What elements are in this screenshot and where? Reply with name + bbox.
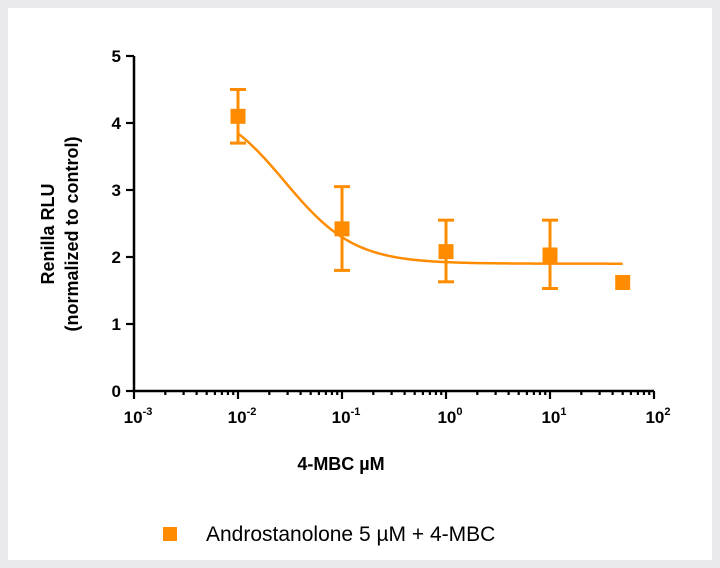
data-point-square (334, 221, 350, 237)
data-point-square (615, 274, 631, 290)
ticks: 0 1 2 3 4 5 10-3 10-2 10-1 100 101 102 (112, 47, 671, 427)
legend-label: Androstanolone 5 µM + 4-MBC (206, 523, 495, 546)
y-tick-label: 5 (112, 47, 121, 66)
x-tick-label: 102 (645, 406, 670, 427)
chart-panel: 0 1 2 3 4 5 10-3 10-2 10-1 100 101 102 4-MBC µM Ren… (8, 8, 712, 560)
y-tick-label: 3 (112, 181, 121, 200)
y-tick-label: 4 (112, 114, 122, 133)
fit-curve (237, 132, 623, 265)
data-point-square (230, 108, 246, 124)
legend-marker-square (163, 527, 177, 541)
axes (132, 56, 654, 393)
fit-curve-layer (237, 132, 623, 265)
x-tick-label: 10-1 (332, 406, 361, 427)
x-tick-label: 10-3 (124, 406, 153, 427)
x-tick-label: 100 (437, 406, 462, 427)
x-tick-label: 10-2 (228, 406, 257, 427)
y-tick-label: 0 (112, 382, 121, 401)
data-point-square (542, 247, 558, 263)
x-tick-label: 101 (541, 406, 566, 427)
y-tick-label: 2 (112, 248, 121, 267)
y-axis-title: Renilla RLU (normalized to control) (38, 137, 82, 332)
data-point-square (438, 244, 454, 260)
legend: Androstanolone 5 µM + 4-MBC (163, 523, 495, 546)
data-points (230, 88, 631, 290)
dose-response-chart: 0 1 2 3 4 5 10-3 10-2 10-1 100 101 102 4-MBC µM Ren… (38, 47, 671, 546)
y-axis-title-line2: (normalized to control) (62, 137, 82, 332)
y-tick-label: 1 (112, 315, 121, 334)
x-axis-title: 4-MBC µM (297, 454, 384, 474)
y-axis-title-line1: Renilla RLU (38, 183, 58, 284)
